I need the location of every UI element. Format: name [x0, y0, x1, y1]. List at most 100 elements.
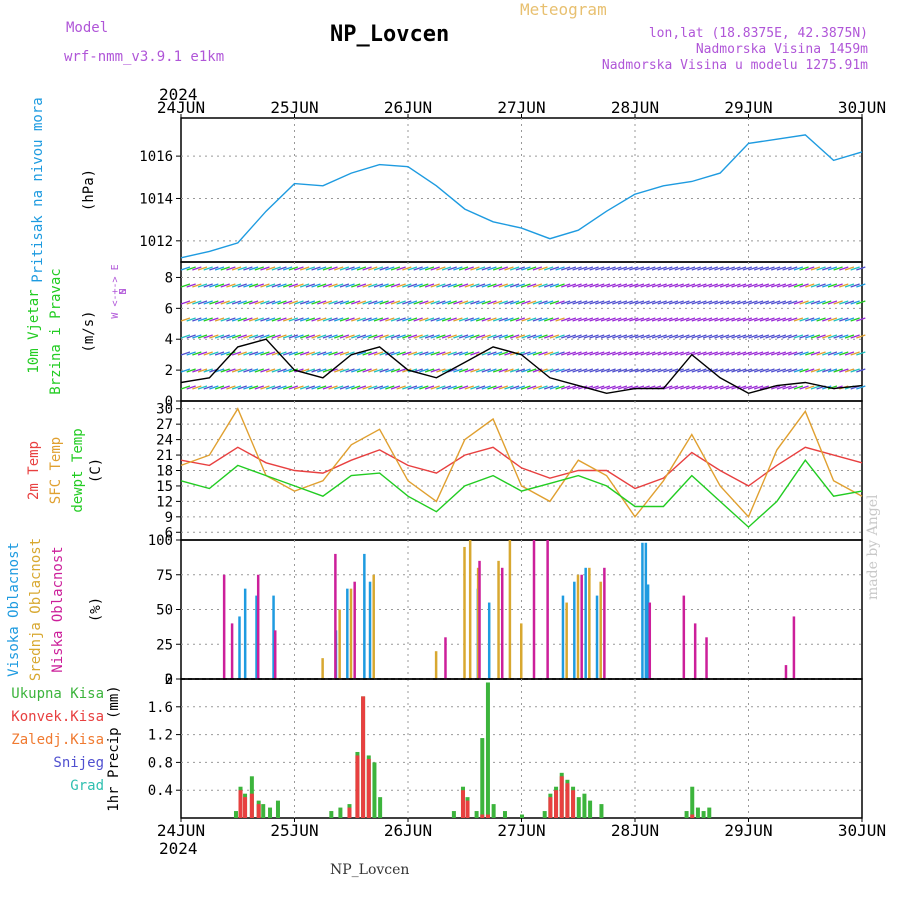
wind-barb [436, 317, 446, 322]
wind-barb [351, 300, 361, 305]
wind-barb [509, 266, 520, 271]
x-year-label: 2024 [159, 85, 198, 104]
wind-barb [419, 351, 429, 356]
wind-barb [708, 283, 718, 288]
wind-barb [334, 351, 344, 356]
bar-conv_precip [548, 797, 553, 818]
wind-barb [226, 317, 236, 322]
wind-barb [634, 317, 645, 322]
wind-barb [277, 385, 287, 390]
wind-barb [356, 385, 367, 390]
wind-barb [447, 351, 457, 356]
wind-barb [555, 351, 565, 356]
wind-barb [447, 283, 457, 288]
bar-high_cloud [487, 602, 491, 679]
x-tick-label: 25JUN [270, 821, 318, 840]
wind-barb [271, 368, 282, 373]
wind-barb [180, 385, 191, 390]
wind-barb [509, 317, 520, 322]
wind-barb [606, 368, 616, 373]
wind-barb [458, 334, 469, 339]
wind-barb [600, 317, 611, 322]
wind-barb [776, 266, 787, 271]
wind-barb [209, 283, 219, 288]
wind-barb [248, 317, 259, 322]
wind-barb [390, 317, 401, 322]
wind-barb [555, 266, 565, 271]
wind-barb [600, 283, 611, 288]
wind-barb [532, 283, 543, 288]
wind-barb [839, 317, 849, 322]
bar-conv_precip [355, 755, 360, 818]
wind-barb [197, 368, 208, 373]
wind-barb [765, 266, 775, 271]
wind-barb [521, 317, 531, 322]
wind-barb [793, 351, 804, 356]
wind-barb [674, 317, 684, 322]
wind-barb [294, 283, 304, 288]
wind-barb [180, 317, 191, 322]
wind-barb [691, 283, 701, 288]
wind-barb [407, 385, 418, 390]
wind-barb [623, 334, 633, 339]
bar-total_precip [378, 797, 383, 818]
wind-barb [748, 385, 758, 390]
wind-barb [504, 368, 514, 373]
wind-barb [561, 300, 571, 305]
wind-barb [526, 300, 537, 305]
wind-barb [265, 283, 276, 288]
wind-barb [334, 283, 344, 288]
y-tick-label: 100 [148, 533, 173, 549]
wind-barb [793, 317, 804, 322]
wind-barb [248, 300, 259, 305]
bar-mid_cloud [508, 540, 512, 679]
wind-barb [702, 334, 713, 339]
wind-barb [294, 266, 304, 271]
wind-barb [481, 368, 491, 373]
wind-barb [186, 266, 196, 271]
bar-conv_precip [465, 800, 470, 818]
wind-barb [447, 266, 457, 271]
wind-barb [827, 334, 838, 339]
wind-barb [595, 351, 605, 356]
wind-barb [248, 385, 259, 390]
wind-barb [719, 351, 730, 356]
wind-barb [731, 283, 741, 288]
wind-barb [328, 385, 338, 390]
wind-barb [481, 351, 491, 356]
wind-barb [674, 385, 684, 390]
y-tick-label: 50 [156, 603, 173, 619]
wind-barb [475, 334, 486, 339]
wind-barb [776, 385, 787, 390]
wind-barb [458, 368, 469, 373]
wind-barb [390, 351, 401, 356]
wind-barb [640, 351, 650, 356]
wind-barb [305, 266, 316, 271]
wind-barb [424, 334, 435, 339]
wind-barb [305, 300, 316, 305]
y-tick-label: 1.6 [148, 700, 173, 716]
wind-barb [277, 266, 287, 271]
wind-barb [572, 334, 582, 339]
wind-barb [464, 368, 474, 373]
wind-barb [424, 351, 435, 356]
wind-barb [526, 351, 537, 356]
wind-barb [464, 266, 474, 271]
wind-barb [407, 334, 418, 339]
wind-barb [311, 334, 321, 339]
x-tick-label: 26JUN [384, 821, 432, 840]
wind-barb [356, 368, 367, 373]
bar-mid_cloud [588, 567, 591, 679]
wind-barb [640, 300, 650, 305]
wind-barb [192, 283, 202, 288]
wind-barb [305, 283, 316, 288]
wind-barb [282, 300, 293, 305]
bar-high_cloud [255, 595, 258, 679]
wind-barb [788, 334, 798, 339]
bar-total_precip [588, 800, 593, 818]
y-unit-label: (C) [88, 458, 104, 483]
wind-barb [782, 266, 792, 271]
bar-low_cloud [546, 540, 549, 679]
wind-barb [447, 300, 457, 305]
wind-barb [487, 385, 497, 390]
